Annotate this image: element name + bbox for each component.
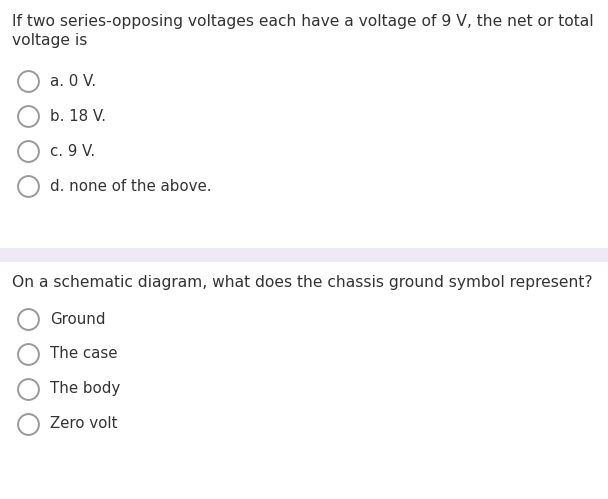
- Text: The case: The case: [50, 346, 117, 361]
- Text: If two series-opposing voltages each have a voltage of 9 V, the net or total: If two series-opposing voltages each hav…: [12, 14, 593, 29]
- Text: c. 9 V.: c. 9 V.: [50, 144, 95, 159]
- Text: voltage is: voltage is: [12, 33, 88, 48]
- Text: Ground: Ground: [50, 311, 106, 326]
- Text: On a schematic diagram, what does the chassis ground symbol represent?: On a schematic diagram, what does the ch…: [12, 275, 593, 290]
- Text: a. 0 V.: a. 0 V.: [50, 73, 96, 88]
- Bar: [0, 248, 608, 262]
- Text: Zero volt: Zero volt: [50, 417, 117, 432]
- Text: The body: The body: [50, 382, 120, 397]
- Text: d. none of the above.: d. none of the above.: [50, 179, 212, 194]
- Text: b. 18 V.: b. 18 V.: [50, 108, 106, 123]
